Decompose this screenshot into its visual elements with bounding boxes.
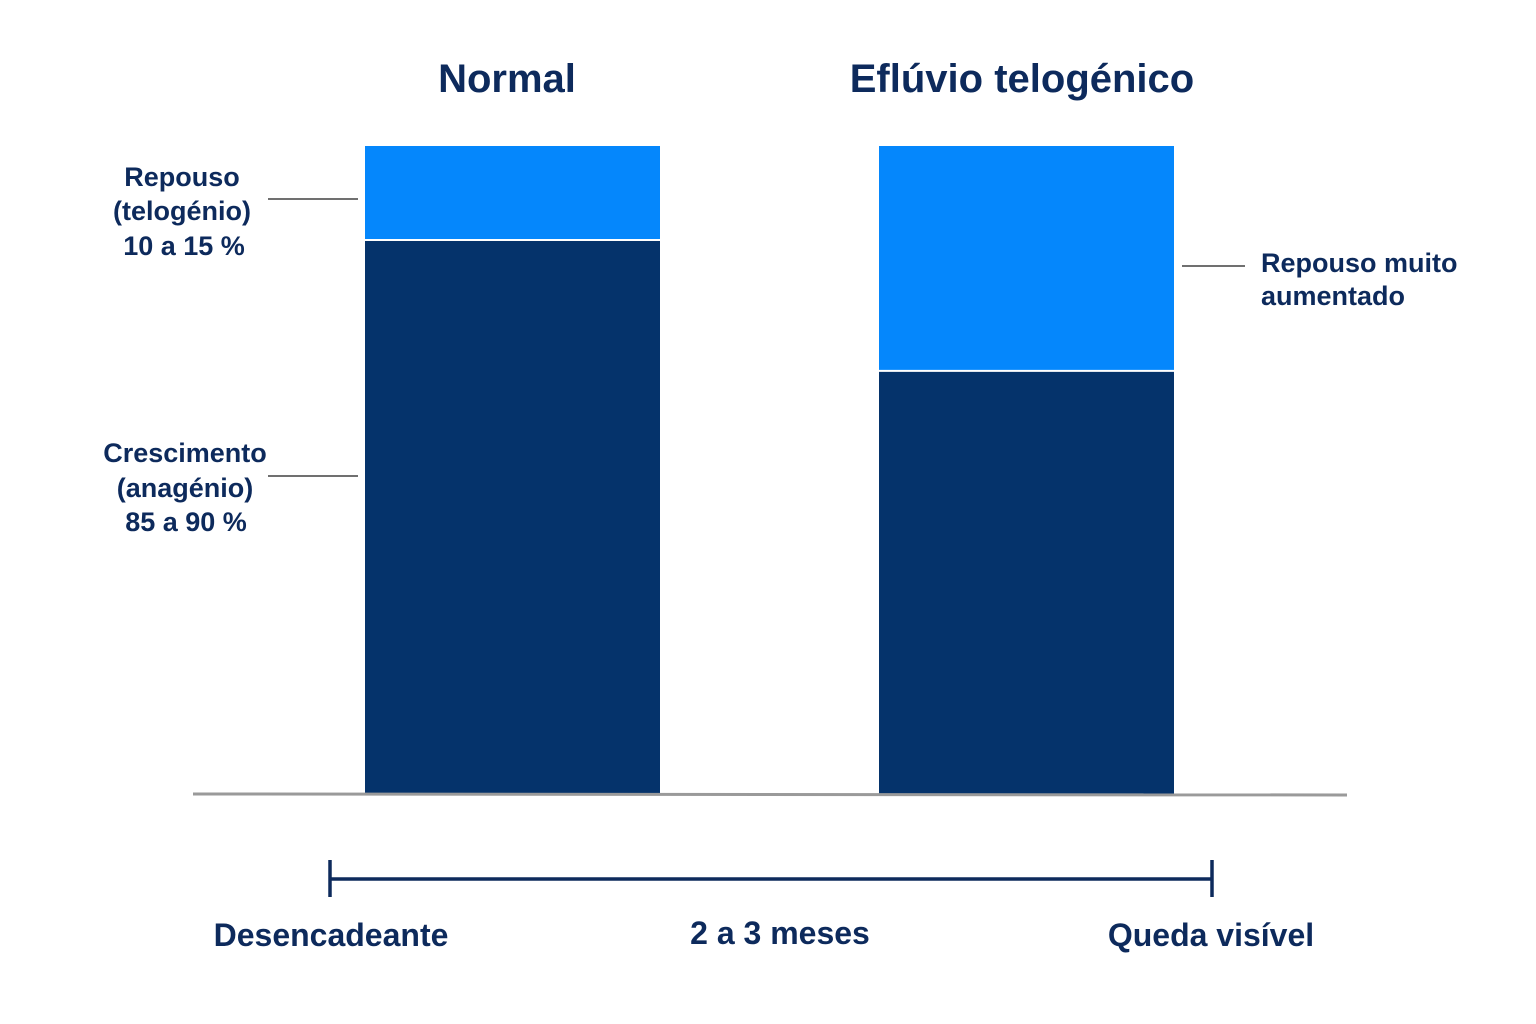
annotation-rest-normal-line1: Repouso [124, 162, 240, 192]
annotation-rest-effluvium-line1: Repouso muito [1261, 248, 1458, 278]
annotation-growth-normal-line2: (anagénio) [117, 473, 254, 503]
bar-normal-growth [365, 239, 660, 794]
bars-group [365, 146, 1174, 794]
category-title-normal: Normal [438, 57, 576, 101]
timeline-start-label: Desencadeante [214, 917, 449, 953]
chart-baseline [192, 792, 1348, 797]
bar-normal-rest [365, 146, 660, 240]
bar-efluvio-rest [879, 146, 1174, 371]
timeline-middle-label: 2 a 3 meses [690, 915, 870, 951]
timeline-end-label: Queda visível [1108, 917, 1314, 953]
category-title-efluvio: Eflúvio telogénico [850, 57, 1194, 101]
annotation-rest-effluvium-line2: aumentado [1261, 281, 1405, 311]
annotation-rest-normal-line3: 10 a 15 % [123, 231, 245, 261]
bar-efluvio-growth [879, 370, 1174, 794]
annotation-rest-normal-line2: (telogénio) [113, 196, 251, 226]
annotation-growth-normal-line3: 85 a 90 % [125, 507, 247, 537]
annotation-growth-normal-line1: Crescimento [103, 438, 267, 468]
